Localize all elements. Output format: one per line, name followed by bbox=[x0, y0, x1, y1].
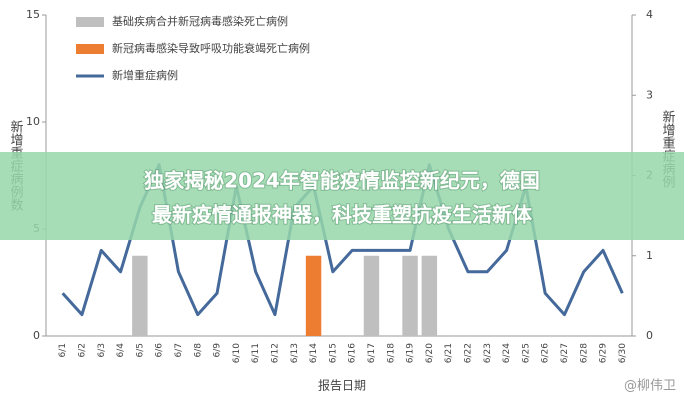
legend-swatch bbox=[76, 44, 104, 54]
x-tick-label: 6/8 bbox=[193, 343, 203, 358]
y-tick-label: 15 bbox=[26, 8, 40, 21]
x-tick-label: 6/11 bbox=[251, 343, 261, 363]
headline-banner bbox=[0, 152, 684, 240]
x-tick-label: 6/19 bbox=[406, 343, 416, 363]
x-tick-label: 6/17 bbox=[367, 343, 377, 363]
y2-tick-label: 3 bbox=[646, 88, 653, 101]
x-tick-label: 6/30 bbox=[618, 343, 628, 363]
x-tick-label: 6/12 bbox=[270, 343, 280, 363]
y-tick-label: 0 bbox=[33, 329, 40, 342]
x-tick-label: 6/23 bbox=[483, 343, 493, 363]
x-tick-label: 6/10 bbox=[232, 343, 242, 363]
x-tick-label: 6/26 bbox=[541, 343, 551, 363]
legend-swatch bbox=[76, 17, 104, 27]
x-tick-label: 6/16 bbox=[348, 343, 358, 363]
x-tick-label: 6/29 bbox=[599, 343, 609, 363]
x-tick-label: 6/2 bbox=[77, 343, 87, 357]
x-tick-label: 6/1 bbox=[58, 343, 68, 357]
x-tick-label: 6/28 bbox=[579, 343, 589, 363]
bar bbox=[421, 255, 438, 336]
x-tick-label: 6/25 bbox=[521, 343, 531, 363]
x-tick-label: 6/18 bbox=[386, 343, 396, 363]
x-tick-label: 6/5 bbox=[135, 343, 145, 357]
x-tick-label: 6/6 bbox=[155, 343, 165, 358]
x-tick-label: 6/9 bbox=[213, 343, 223, 358]
x-tick-label: 6/27 bbox=[560, 343, 570, 363]
y2-tick-label: 1 bbox=[646, 249, 653, 262]
bar bbox=[402, 255, 418, 336]
x-tick-label: 6/14 bbox=[309, 343, 319, 363]
x-tick-label: 6/4 bbox=[116, 343, 126, 358]
x-tick-label: 6/7 bbox=[174, 343, 184, 357]
watermark: @柳伟卫 bbox=[624, 379, 676, 394]
y-tick-label: 10 bbox=[26, 115, 40, 128]
x-tick-label: 6/3 bbox=[97, 343, 107, 357]
x-tick-label: 6/22 bbox=[463, 343, 473, 363]
legend-label: 新增重症病例 bbox=[112, 68, 178, 82]
headline: 最新疫情通报神器，科技重塑抗疫生活新体 bbox=[152, 203, 533, 227]
bar bbox=[132, 255, 148, 336]
bar bbox=[305, 255, 322, 336]
legend-label: 基础疾病合并新冠病毒感染死亡病例 bbox=[112, 14, 288, 28]
y2-tick-label: 0 bbox=[646, 329, 653, 342]
x-tick-label: 6/20 bbox=[425, 343, 435, 363]
y2-tick-label: 4 bbox=[646, 8, 653, 21]
x-tick-label: 6/24 bbox=[502, 343, 512, 363]
headline: 独家揭秘2024年智能疫情监控新纪元，德国 bbox=[144, 169, 540, 193]
legend-label: 新冠病毒感染导致呼吸功能衰竭死亡病例 bbox=[112, 41, 310, 55]
x-tick-label: 6/15 bbox=[328, 343, 338, 363]
x-tick-label: 6/13 bbox=[290, 343, 300, 363]
bar bbox=[363, 255, 380, 336]
x-axis-label: 报告日期 bbox=[318, 378, 366, 393]
x-tick-label: 6/21 bbox=[444, 343, 454, 363]
